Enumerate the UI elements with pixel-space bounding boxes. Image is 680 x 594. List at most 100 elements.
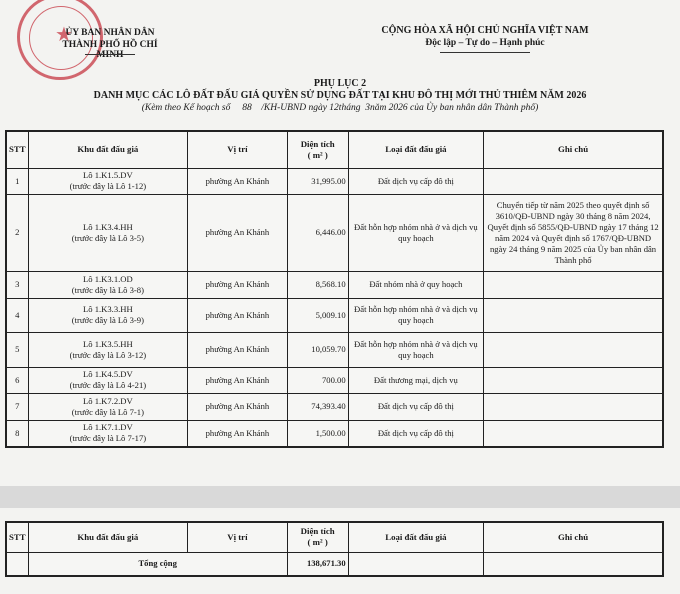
- col-location: Vị trí: [187, 130, 288, 169]
- empty-cell: [5, 551, 29, 577]
- col-area-unit: ( m² ): [307, 537, 328, 548]
- row-note: Chuyển tiếp từ năm 2025 theo quyết định …: [483, 193, 664, 272]
- table-header: STT Khu đất đấu giá Vị trí Diện tích( m²…: [5, 130, 664, 169]
- row-stt: 8: [5, 419, 29, 448]
- row-note: [483, 419, 664, 448]
- row-lot: Lô 1.K7.1.DV (trước đây là Lô 7-17): [27, 419, 189, 448]
- table-row: 7 Lô 1.K7.2.DV (trước đây là Lô 7-1) phườ…: [5, 392, 664, 421]
- row-area: 1,500.00: [286, 419, 349, 448]
- appendix-title: PHỤ LỤC 2: [313, 78, 367, 89]
- row-land-type: Đất thương mại, dịch vụ: [347, 366, 485, 394]
- row-location: phường An Khánh: [187, 193, 288, 272]
- org-name-line1: ỦY BAN NHÂN DÂN: [65, 28, 155, 38]
- document-subtitle: (Kèm theo Kế hoạch số 88 /KH-UBND ngày 1…: [141, 103, 539, 113]
- row-land-type: Đất hỗn hợp nhóm nhà ở và dịch vụ quy ho…: [347, 297, 485, 333]
- row-land-type: Đất hỗn hợp nhóm nhà ở và dịch vụ quy ho…: [347, 193, 485, 272]
- table-row: 5 Lô 1.K3.5.HH (trước đây là Lô 3-12) phư…: [5, 331, 664, 368]
- col-note: Ghi chú: [483, 130, 664, 169]
- row-note: [483, 366, 664, 394]
- row-location: phường An Khánh: [187, 297, 288, 333]
- row-location: phường An Khánh: [187, 366, 288, 394]
- table-row: 8 Lô 1.K7.1.DV (trước đây là Lô 7-17) phư…: [5, 419, 664, 448]
- col-area: Diện tích( m² ): [286, 521, 349, 553]
- lot-code: Lô 1.K7.1.DV: [83, 422, 133, 433]
- col-lot: Khu đất đấu giá: [27, 130, 189, 169]
- row-note: [483, 392, 664, 421]
- table-row: 6 Lô 1.K4.5.DV (trước đây là Lô 4-21) phư…: [5, 366, 664, 394]
- row-land-type: Đất dịch vụ cấp đô thị: [347, 167, 485, 195]
- col-stt: STT: [5, 521, 29, 553]
- row-lot: Lô 1.K7.2.DV (trước đây là Lô 7-1): [27, 392, 189, 421]
- col-location: Vị trí: [187, 521, 288, 553]
- row-lot: Lô 1.K3.3.HH (trước đây là Lô 3-9): [27, 297, 189, 333]
- row-area: 5,009.10: [286, 297, 349, 333]
- page-2: STT Khu đất đấu giá Vị trí Diện tích( m²…: [0, 508, 680, 594]
- row-location: phường An Khánh: [187, 419, 288, 448]
- row-lot: Lô 1.K3.4.HH (trước đây là Lô 3-5): [27, 193, 189, 272]
- lot-code: Lô 1.K3.5.HH: [83, 338, 133, 349]
- row-note: [483, 167, 664, 195]
- row-stt: 1: [5, 167, 29, 195]
- total-table: STT Khu đất đấu giá Vị trí Diện tích( m²…: [5, 521, 664, 577]
- lot-previous: (trước đây là Lô 3-5): [71, 232, 144, 243]
- row-stt: 7: [5, 392, 29, 421]
- table-row: 2 Lô 1.K3.4.HH (trước đây là Lô 3-5) phườ…: [5, 193, 664, 272]
- table-row: 4 Lô 1.K3.3.HH (trước đây là Lô 3-9) phườ…: [5, 297, 664, 333]
- row-note: [483, 297, 664, 333]
- lot-code: Lô 1.K3.1.OD: [83, 273, 133, 284]
- row-stt: 3: [5, 270, 29, 299]
- total-label: Tổng cộng: [27, 551, 288, 577]
- row-land-type: Đất hỗn hợp nhóm nhà ở và dịch vụ quy ho…: [347, 331, 485, 368]
- document-title: DANH MỤC CÁC LÔ ĐẤT ĐẤU GIÁ QUYỀN SỬ DỤN…: [93, 90, 587, 101]
- row-note: [483, 270, 664, 299]
- nation-name: CỘNG HÒA XÃ HỘI CHỦ NGHĨA VIỆT NAM: [381, 25, 589, 36]
- lot-code: Lô 1.K7.2.DV: [83, 395, 133, 406]
- lot-previous: (trước đây là Lô 3-9): [71, 315, 144, 325]
- row-area: 6,446.00: [286, 193, 349, 272]
- lot-previous: (trước đây là Lô 4-21): [69, 380, 147, 390]
- lot-code: Lô 1.K3.4.HH: [83, 221, 133, 232]
- lots-table: STT Khu đất đấu giá Vị trí Diện tích( m²…: [5, 130, 664, 448]
- lot-previous: (trước đây là Lô 3-8): [71, 284, 144, 295]
- row-stt: 2: [5, 193, 29, 272]
- row-stt: 4: [5, 297, 29, 333]
- total-area: 138,671.30: [286, 551, 349, 577]
- empty-cell: [483, 551, 664, 577]
- row-area: 10,059.70: [286, 331, 349, 368]
- lot-previous: (trước đây là Lô 3-12): [69, 349, 147, 360]
- col-type: Loại đất đấu giá: [347, 130, 485, 169]
- row-land-type: Đất dịch vụ cấp đô thị: [347, 419, 485, 448]
- row-note: [483, 331, 664, 368]
- page-1: ★ ỦY BAN NHÂN DÂN THÀNH PHỐ HỒ CHÍ MINH …: [0, 0, 680, 486]
- col-lot: Khu đất đấu giá: [27, 521, 189, 553]
- col-area-unit: ( m² ): [307, 149, 328, 160]
- table-row: 1 Lô 1.K1.5.DV (trước đây là Lô 1-12) phư…: [5, 167, 664, 195]
- lot-code: Lô 1.K3.3.HH: [83, 304, 133, 314]
- divider: [85, 54, 135, 55]
- col-type: Loại đất đấu giá: [347, 521, 485, 553]
- total-row: Tổng cộng 138,671.30: [5, 551, 664, 577]
- row-stt: 6: [5, 366, 29, 394]
- row-land-type: Đất nhóm nhà ở quy hoạch: [347, 270, 485, 299]
- official-seal: ★: [17, 0, 103, 80]
- lot-previous: (trước đây là Lô 1-12): [69, 181, 147, 191]
- col-area: Diện tích( m² ): [286, 130, 349, 169]
- divider: [440, 52, 530, 53]
- row-lot: Lô 1.K3.1.OD (trước đây là Lô 3-8): [27, 270, 189, 299]
- row-lot: Lô 1.K1.5.DV (trước đây là Lô 1-12): [27, 167, 189, 195]
- row-lot: Lô 1.K3.5.HH (trước đây là Lô 3-12): [27, 331, 189, 368]
- row-location: phường An Khánh: [187, 331, 288, 368]
- lot-code: Lô 1.K1.5.DV: [83, 170, 133, 180]
- row-area: 74,393.40: [286, 392, 349, 421]
- lot-previous: (trước đây là Lô 7-1): [71, 406, 144, 417]
- col-note: Ghi chú: [483, 521, 664, 553]
- row-area: 31,995.00: [286, 167, 349, 195]
- row-lot: Lô 1.K4.5.DV (trước đây là Lô 4-21): [27, 366, 189, 394]
- table-header: STT Khu đất đấu giá Vị trí Diện tích( m²…: [5, 521, 664, 553]
- lot-previous: (trước đây là Lô 7-17): [69, 433, 147, 444]
- motto: Độc lập – Tự do – Hạnh phúc: [425, 38, 545, 48]
- row-area: 700.00: [286, 366, 349, 394]
- row-stt: 5: [5, 331, 29, 368]
- row-area: 8,568.10: [286, 270, 349, 299]
- empty-cell: [347, 551, 485, 577]
